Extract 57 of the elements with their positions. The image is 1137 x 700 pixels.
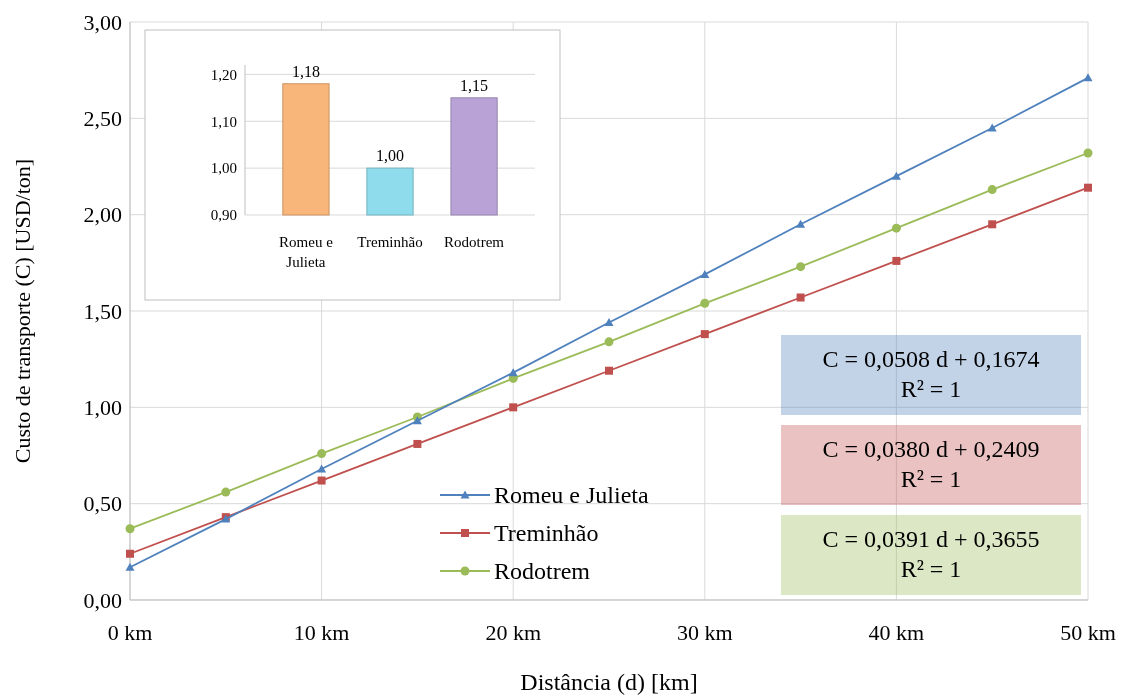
x-tick-label: 40 km [868,620,925,645]
y-tick-label: 1,00 [83,395,122,421]
point [317,449,327,459]
point [700,330,709,339]
point [796,293,805,302]
point [1083,148,1093,158]
annotation: C = 0,0508 d + 0,1674 R² = 1 [822,346,1040,402]
point [412,416,422,425]
y-tick-label: 1,20 [210,66,237,83]
y-tick-label: 0,00 [83,587,122,613]
annotation: C = 0,0391 d + 0,3655 R² = 1 [822,526,1040,582]
x-tick-label: Rodotrem [444,234,505,250]
point [891,171,901,180]
x-tick-label: 20 km [485,620,542,645]
x-tick-label: Romeu e Julieta [279,234,334,270]
point [700,298,710,308]
y-tick-label: 1,00 [210,160,237,177]
point [892,256,901,265]
annotation: C = 0,0380 d + 0,2409 R² = 1 [822,436,1040,492]
y-tick-label: 2,00 [83,202,122,228]
point [796,219,806,228]
point [987,185,997,195]
y-axis-title: Custo de transporte (C) [USD/ton] [10,158,35,464]
point [126,549,134,558]
y-tick-label: 3,00 [83,9,122,35]
y-tick-label: 0,50 [83,491,122,517]
point [413,439,422,448]
x-tick-label: 30 km [676,620,733,645]
x-axis-title: Distância (d) [km] [520,669,698,695]
data-label: 1,00 [376,147,404,165]
point [317,476,326,485]
point [796,262,806,272]
point [604,318,614,327]
data-label: 1,15 [460,76,489,94]
y-tick-label: 2,50 [83,106,122,132]
point [1084,183,1092,192]
point [604,337,614,347]
x-tick-label: 50 km [1060,620,1116,645]
y-tick-label: 0,90 [210,207,237,224]
point [700,269,710,278]
x-tick-label: Treminhão [357,234,423,250]
y-tick-label: 1,10 [210,113,237,130]
x-tick-label: 10 km [293,620,350,645]
data-label: 1,18 [291,62,320,80]
point [125,524,135,534]
legend-label: Treminhão [494,520,599,547]
point [988,220,997,229]
point [509,403,518,412]
point [221,487,231,497]
point [508,368,518,377]
point [125,562,135,571]
point [605,366,613,375]
legend-label: Rodotrem [494,558,591,585]
point [891,223,901,233]
legend-label: Romeu e Julieta [494,482,649,509]
y-tick-label: 1,50 [83,298,122,324]
x-tick-label: 0 km [107,620,153,645]
